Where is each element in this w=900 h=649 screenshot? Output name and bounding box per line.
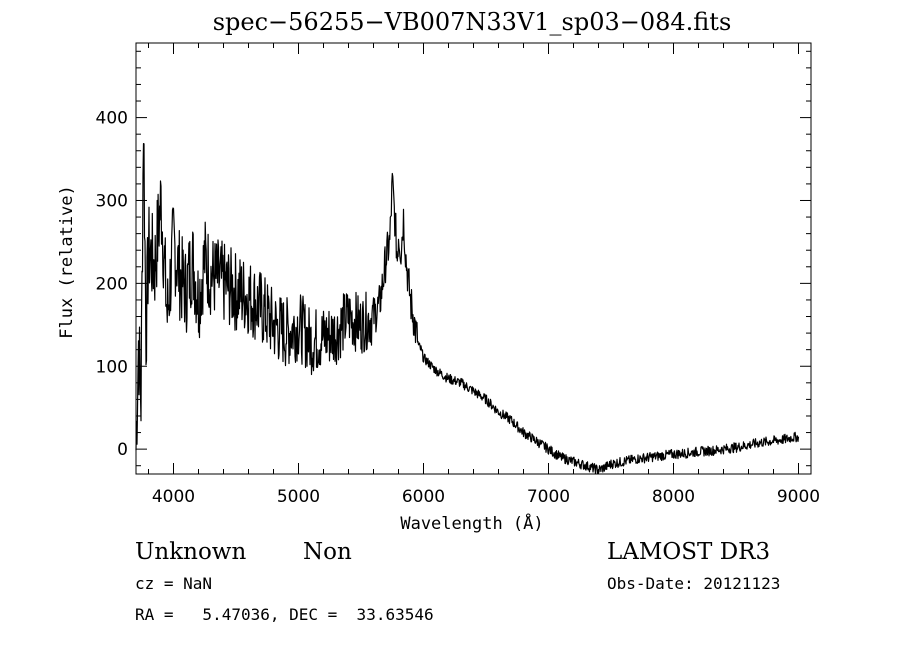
x-tick-label: 6000 <box>402 487 445 507</box>
object-subclass: Non <box>303 539 352 565</box>
coordinates-label: RA = 5.47036, DEC = 33.63546 <box>135 605 434 624</box>
y-tick-label: 200 <box>96 274 128 294</box>
cz-label: cz = NaN <box>135 574 212 593</box>
x-axis-tick-labels: 4000 5000 6000 7000 8000 9000 <box>152 487 820 507</box>
chart-title: spec−56255−VB007N33V1_sp03−084.fits <box>213 8 732 36</box>
x-tick-label: 9000 <box>777 487 820 507</box>
y-tick-label: 100 <box>96 357 128 377</box>
x-tick-label: 7000 <box>527 487 570 507</box>
y-axis-ticks <box>136 50 811 467</box>
y-axis-tick-labels: 0 100 200 300 400 <box>96 109 128 461</box>
y-tick-label: 400 <box>96 109 128 129</box>
spectrum-line <box>135 143 800 475</box>
survey-label: LAMOST DR3 <box>607 539 770 565</box>
x-axis-label: Wavelength (Å) <box>400 512 543 534</box>
x-tick-label: 5000 <box>277 487 320 507</box>
x-tick-label: 8000 <box>652 487 695 507</box>
x-tick-label: 4000 <box>152 487 195 507</box>
object-class: Unknown <box>135 539 246 565</box>
plot-frame <box>135 42 812 475</box>
obs-date-label: Obs-Date: 20121123 <box>607 574 780 593</box>
y-tick-label: 0 <box>117 440 128 460</box>
y-tick-label: 300 <box>96 191 128 211</box>
y-axis-label: Flux (relative) <box>57 185 77 339</box>
x-axis-ticks <box>148 43 799 474</box>
